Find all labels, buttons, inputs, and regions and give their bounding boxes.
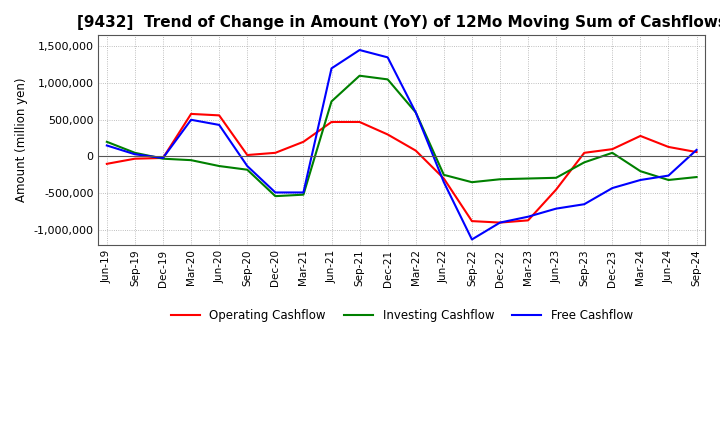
Free Cashflow <box>355 48 364 53</box>
Investing Cashflow <box>580 160 588 165</box>
Operating Cashflow <box>495 220 504 225</box>
Operating Cashflow <box>580 150 588 155</box>
Line: Investing Cashflow: Investing Cashflow <box>107 76 696 196</box>
Operating Cashflow <box>102 161 111 166</box>
Investing Cashflow <box>243 167 251 172</box>
Title: [9432]  Trend of Change in Amount (YoY) of 12Mo Moving Sum of Cashflows: [9432] Trend of Change in Amount (YoY) o… <box>77 15 720 30</box>
Free Cashflow <box>495 220 504 225</box>
Legend: Operating Cashflow, Investing Cashflow, Free Cashflow: Operating Cashflow, Investing Cashflow, … <box>166 304 638 326</box>
Investing Cashflow <box>383 77 392 82</box>
Free Cashflow <box>608 185 616 191</box>
Free Cashflow <box>664 173 672 178</box>
Free Cashflow <box>580 202 588 207</box>
Investing Cashflow <box>608 150 616 155</box>
Operating Cashflow <box>243 152 251 158</box>
Free Cashflow <box>552 206 560 211</box>
Investing Cashflow <box>130 150 139 155</box>
Investing Cashflow <box>327 99 336 104</box>
Free Cashflow <box>299 190 307 195</box>
Operating Cashflow <box>467 219 476 224</box>
Investing Cashflow <box>271 194 279 199</box>
Free Cashflow <box>158 155 167 161</box>
Operating Cashflow <box>439 176 448 181</box>
Line: Operating Cashflow: Operating Cashflow <box>107 114 696 223</box>
Investing Cashflow <box>495 176 504 182</box>
Investing Cashflow <box>467 180 476 185</box>
Operating Cashflow <box>664 144 672 150</box>
Free Cashflow <box>523 214 532 220</box>
Investing Cashflow <box>692 174 701 180</box>
Investing Cashflow <box>439 172 448 177</box>
Operating Cashflow <box>186 111 195 117</box>
Free Cashflow <box>327 66 336 71</box>
Investing Cashflow <box>411 110 420 115</box>
Operating Cashflow <box>523 218 532 223</box>
Operating Cashflow <box>608 147 616 152</box>
Free Cashflow <box>383 55 392 60</box>
Operating Cashflow <box>299 139 307 144</box>
Operating Cashflow <box>692 150 701 155</box>
Investing Cashflow <box>158 156 167 161</box>
Investing Cashflow <box>355 73 364 78</box>
Free Cashflow <box>411 110 420 115</box>
Line: Free Cashflow: Free Cashflow <box>107 50 696 239</box>
Investing Cashflow <box>186 158 195 163</box>
Operating Cashflow <box>383 132 392 137</box>
Free Cashflow <box>636 177 644 183</box>
Y-axis label: Amount (million yen): Amount (million yen) <box>15 78 28 202</box>
Operating Cashflow <box>271 150 279 155</box>
Free Cashflow <box>130 152 139 157</box>
Operating Cashflow <box>355 119 364 125</box>
Operating Cashflow <box>130 156 139 161</box>
Operating Cashflow <box>636 133 644 139</box>
Free Cashflow <box>271 190 279 195</box>
Operating Cashflow <box>215 113 223 118</box>
Investing Cashflow <box>523 176 532 181</box>
Free Cashflow <box>467 237 476 242</box>
Investing Cashflow <box>215 163 223 169</box>
Investing Cashflow <box>299 192 307 197</box>
Free Cashflow <box>439 180 448 185</box>
Investing Cashflow <box>636 169 644 174</box>
Free Cashflow <box>186 117 195 122</box>
Investing Cashflow <box>552 175 560 180</box>
Free Cashflow <box>102 143 111 148</box>
Operating Cashflow <box>158 155 167 161</box>
Operating Cashflow <box>327 119 336 125</box>
Operating Cashflow <box>411 148 420 153</box>
Operating Cashflow <box>552 187 560 192</box>
Investing Cashflow <box>102 139 111 144</box>
Free Cashflow <box>692 147 701 153</box>
Investing Cashflow <box>664 177 672 183</box>
Free Cashflow <box>243 163 251 169</box>
Free Cashflow <box>215 122 223 128</box>
